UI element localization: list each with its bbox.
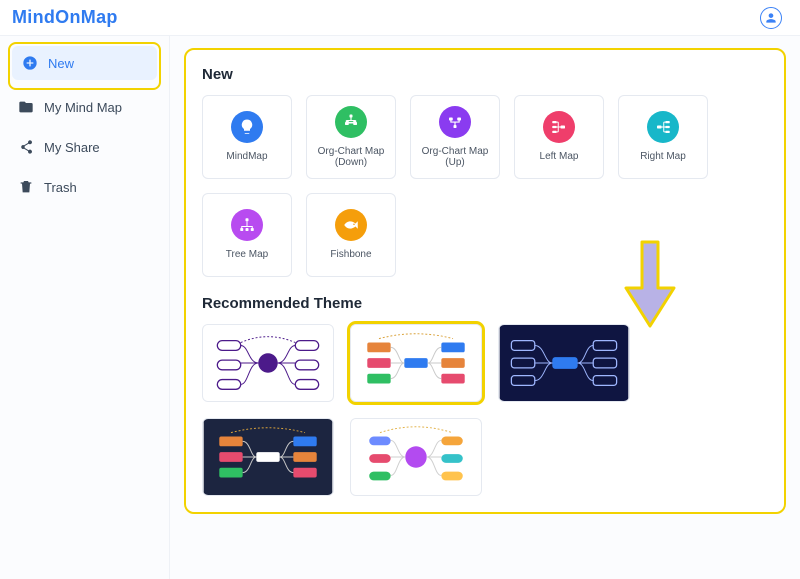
org-up-icon bbox=[439, 106, 471, 138]
org-down-icon bbox=[335, 106, 367, 138]
sidebar-item-mymindmap[interactable]: My Mind Map bbox=[8, 90, 161, 124]
highlight-new: New bbox=[8, 42, 161, 90]
main: New MindMap Org-Chart Map (Down) Org-Chart… bbox=[170, 36, 800, 579]
template-card[interactable]: Right Map bbox=[618, 95, 708, 179]
sidebar-item-label: My Share bbox=[44, 140, 100, 155]
right-icon bbox=[647, 111, 679, 143]
left-icon bbox=[543, 111, 575, 143]
template-card[interactable]: Fishbone bbox=[306, 193, 396, 277]
sidebar-item-myshare[interactable]: My Share bbox=[8, 130, 161, 164]
section-title-recommended: Recommended Theme bbox=[202, 295, 768, 312]
topbar: MindOnMap bbox=[0, 0, 800, 36]
theme-card[interactable] bbox=[202, 324, 334, 402]
theme-card[interactable] bbox=[350, 324, 482, 402]
highlight-main-panel: New MindMap Org-Chart Map (Down) Org-Chart… bbox=[184, 48, 786, 514]
template-label: Fishbone bbox=[326, 249, 375, 261]
template-grid: MindMap Org-Chart Map (Down) Org-Chart Map… bbox=[202, 95, 768, 277]
sidebar-item-new[interactable]: New bbox=[12, 46, 157, 80]
template-label: Org-Chart Map (Down) bbox=[307, 146, 395, 169]
tree-icon bbox=[231, 209, 263, 241]
template-label: Left Map bbox=[536, 151, 583, 163]
sidebar-item-trash[interactable]: Trash bbox=[8, 170, 161, 204]
theme-card[interactable] bbox=[350, 418, 482, 496]
trash-icon bbox=[18, 179, 34, 195]
template-card[interactable]: Org-Chart Map (Down) bbox=[306, 95, 396, 179]
brand-text: MindOnMap bbox=[12, 7, 118, 27]
share-icon bbox=[18, 139, 34, 155]
plus-circle-icon bbox=[22, 55, 38, 71]
template-label: Right Map bbox=[636, 151, 690, 163]
template-card[interactable]: Org-Chart Map (Up) bbox=[410, 95, 500, 179]
folder-icon bbox=[18, 99, 34, 115]
template-card[interactable]: MindMap bbox=[202, 95, 292, 179]
sidebar-item-label: My Mind Map bbox=[44, 100, 122, 115]
fish-icon bbox=[335, 209, 367, 241]
sidebar: New My Mind Map My Share Trash bbox=[0, 36, 170, 579]
theme-card[interactable] bbox=[202, 418, 334, 496]
bulb-icon bbox=[231, 111, 263, 143]
user-icon bbox=[764, 11, 778, 25]
theme-grid bbox=[202, 324, 768, 496]
template-card[interactable]: Tree Map bbox=[202, 193, 292, 277]
template-label: Org-Chart Map (Up) bbox=[411, 146, 499, 169]
template-label: Tree Map bbox=[222, 249, 272, 261]
sidebar-item-label: New bbox=[48, 56, 74, 71]
brand-logo: MindOnMap bbox=[12, 7, 118, 28]
profile-avatar[interactable] bbox=[760, 7, 782, 29]
sidebar-item-label: Trash bbox=[44, 180, 77, 195]
template-card[interactable]: Left Map bbox=[514, 95, 604, 179]
theme-card[interactable] bbox=[498, 324, 630, 402]
section-title-new: New bbox=[202, 66, 768, 83]
template-label: MindMap bbox=[222, 151, 271, 163]
